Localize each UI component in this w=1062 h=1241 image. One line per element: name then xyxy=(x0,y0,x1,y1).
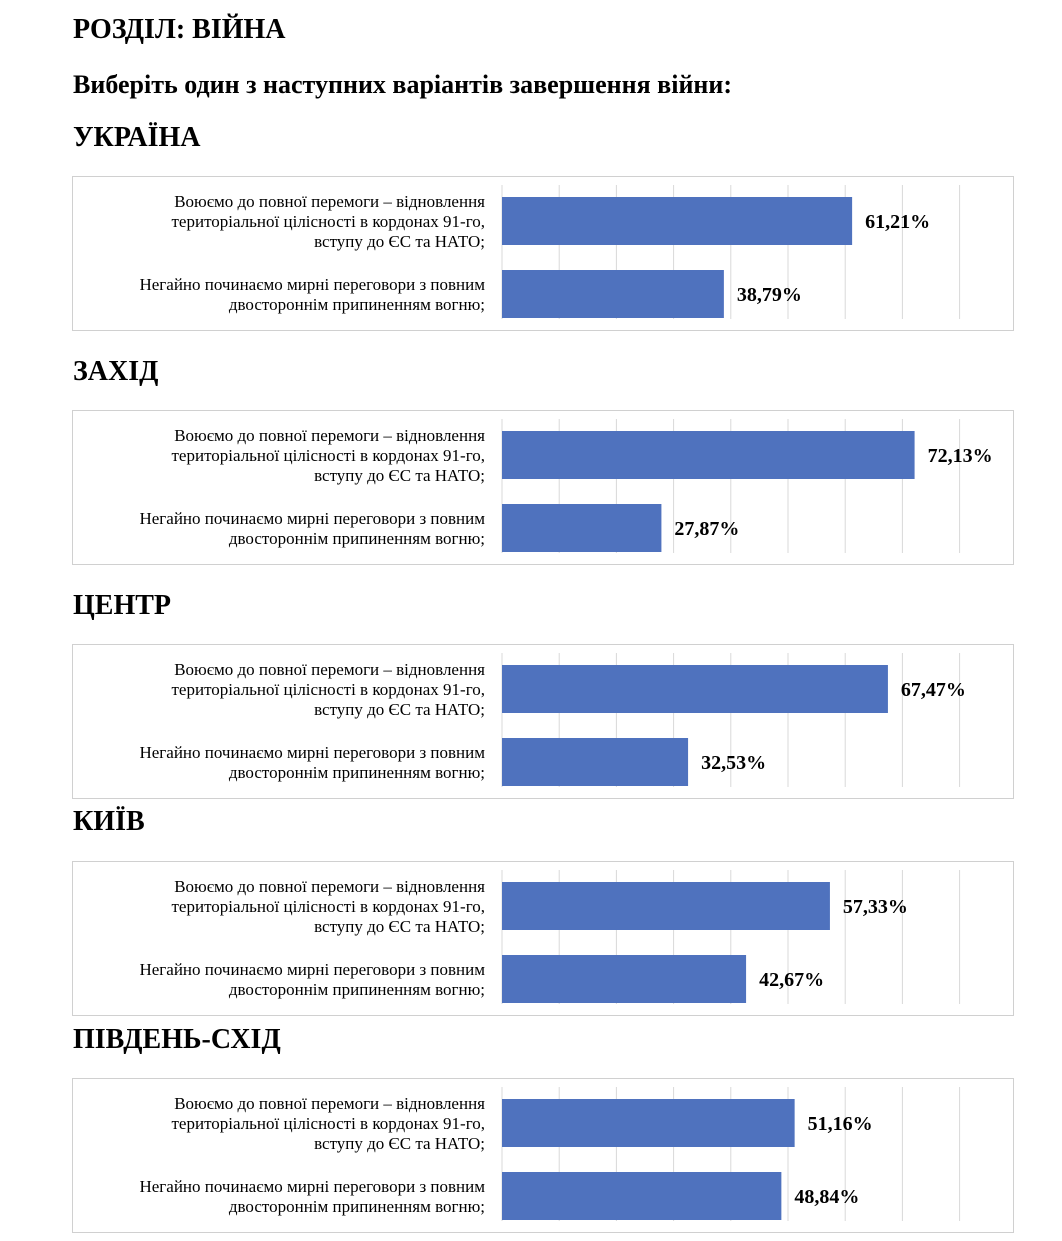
region-title: УКРАЇНА xyxy=(73,122,201,153)
category-label: Негайно починаємо мирні переговори з пов… xyxy=(139,743,485,762)
data-label: 72,13% xyxy=(928,445,993,467)
bar xyxy=(502,882,830,930)
region-title: ЗАХІД xyxy=(73,356,159,387)
data-label: 32,53% xyxy=(701,752,766,774)
data-label: 27,87% xyxy=(674,518,739,540)
region-title: ЦЕНТР xyxy=(73,590,172,621)
region-title: ПІВДЕНЬ-СХІД xyxy=(73,1024,281,1055)
bar xyxy=(502,1099,795,1147)
category-label: двостороннім припиненням вогню; xyxy=(229,529,485,548)
chart-panel: 72,13% Воюємо до повної перемоги – віднов… xyxy=(72,410,1014,565)
data-label: 61,21% xyxy=(865,211,930,233)
category-label: Воюємо до повної перемоги – відновлення xyxy=(174,192,485,211)
section-title: РОЗДІЛ: ВІЙНА xyxy=(73,14,286,45)
category-label: вступу до ЄС та НАТО; xyxy=(314,917,485,936)
category-label: Негайно починаємо мирні переговори з пов… xyxy=(139,509,485,528)
data-label: 42,67% xyxy=(759,969,824,991)
category-label: двостороннім припиненням вогню; xyxy=(229,980,485,999)
category-label: Негайно починаємо мирні переговори з пов… xyxy=(139,1177,485,1196)
chart-panel: 51,16% Воюємо до повної перемоги – віднов… xyxy=(72,1078,1014,1233)
bar xyxy=(502,1172,782,1220)
category-label: територіальної цілісності в кордонах 91-… xyxy=(172,212,486,231)
category-label: вступу до ЄС та НАТО; xyxy=(314,232,485,251)
question-text: Виберіть один з наступних варіантів заве… xyxy=(73,70,733,99)
category-label: двостороннім припиненням вогню; xyxy=(229,295,485,314)
category-label: територіальної цілісності в кордонах 91-… xyxy=(172,897,486,916)
category-label: Воюємо до повної перемоги – відновлення xyxy=(174,1094,485,1113)
bar-chart: 57,33% Воюємо до повної перемоги – віднов… xyxy=(139,870,961,1004)
category-label: вступу до ЄС та НАТО; xyxy=(314,700,485,719)
category-label: Воюємо до повної перемоги – відновлення xyxy=(174,426,485,445)
bar xyxy=(502,665,888,713)
bar xyxy=(502,738,689,786)
category-label: територіальної цілісності в кордонах 91-… xyxy=(172,1114,486,1133)
bar xyxy=(502,504,662,552)
data-label: 51,16% xyxy=(808,1113,873,1135)
category-label: Негайно починаємо мирні переговори з пов… xyxy=(139,960,485,979)
bar xyxy=(502,197,853,245)
category-label: вступу до ЄС та НАТО; xyxy=(314,466,485,485)
bar xyxy=(502,270,724,318)
chart-panel: 67,47% Воюємо до повної перемоги – віднов… xyxy=(72,644,1014,799)
category-label: Негайно починаємо мирні переговори з пов… xyxy=(139,275,485,294)
bar xyxy=(502,955,747,1003)
bar xyxy=(502,431,915,479)
category-label: вступу до ЄС та НАТО; xyxy=(314,1134,485,1153)
category-label: двостороннім припиненням вогню; xyxy=(229,1197,485,1216)
bar-chart: 67,47% Воюємо до повної перемоги – віднов… xyxy=(139,653,966,787)
category-label: двостороннім припиненням вогню; xyxy=(229,763,485,782)
category-label: Воюємо до повної перемоги – відновлення xyxy=(174,877,485,896)
category-label: Воюємо до повної перемоги – відновлення xyxy=(174,660,485,679)
chart-panel: 61,21% Воюємо до повної перемоги – віднов… xyxy=(72,176,1014,331)
bar-chart: 72,13% Воюємо до повної перемоги – віднов… xyxy=(139,419,993,553)
data-label: 48,84% xyxy=(794,1186,859,1208)
region-title: КИЇВ xyxy=(73,806,145,837)
category-label: територіальної цілісності в кордонах 91-… xyxy=(172,446,486,465)
data-label: 67,47% xyxy=(901,679,966,701)
bar-chart: 61,21% Воюємо до повної перемоги – віднов… xyxy=(139,185,961,319)
category-label: територіальної цілісності в кордонах 91-… xyxy=(172,680,486,699)
bar-chart: 51,16% Воюємо до повної перемоги – віднов… xyxy=(139,1087,961,1221)
chart-panel: 57,33% Воюємо до повної перемоги – віднов… xyxy=(72,861,1014,1016)
data-label: 38,79% xyxy=(737,284,802,306)
data-label: 57,33% xyxy=(843,896,908,918)
